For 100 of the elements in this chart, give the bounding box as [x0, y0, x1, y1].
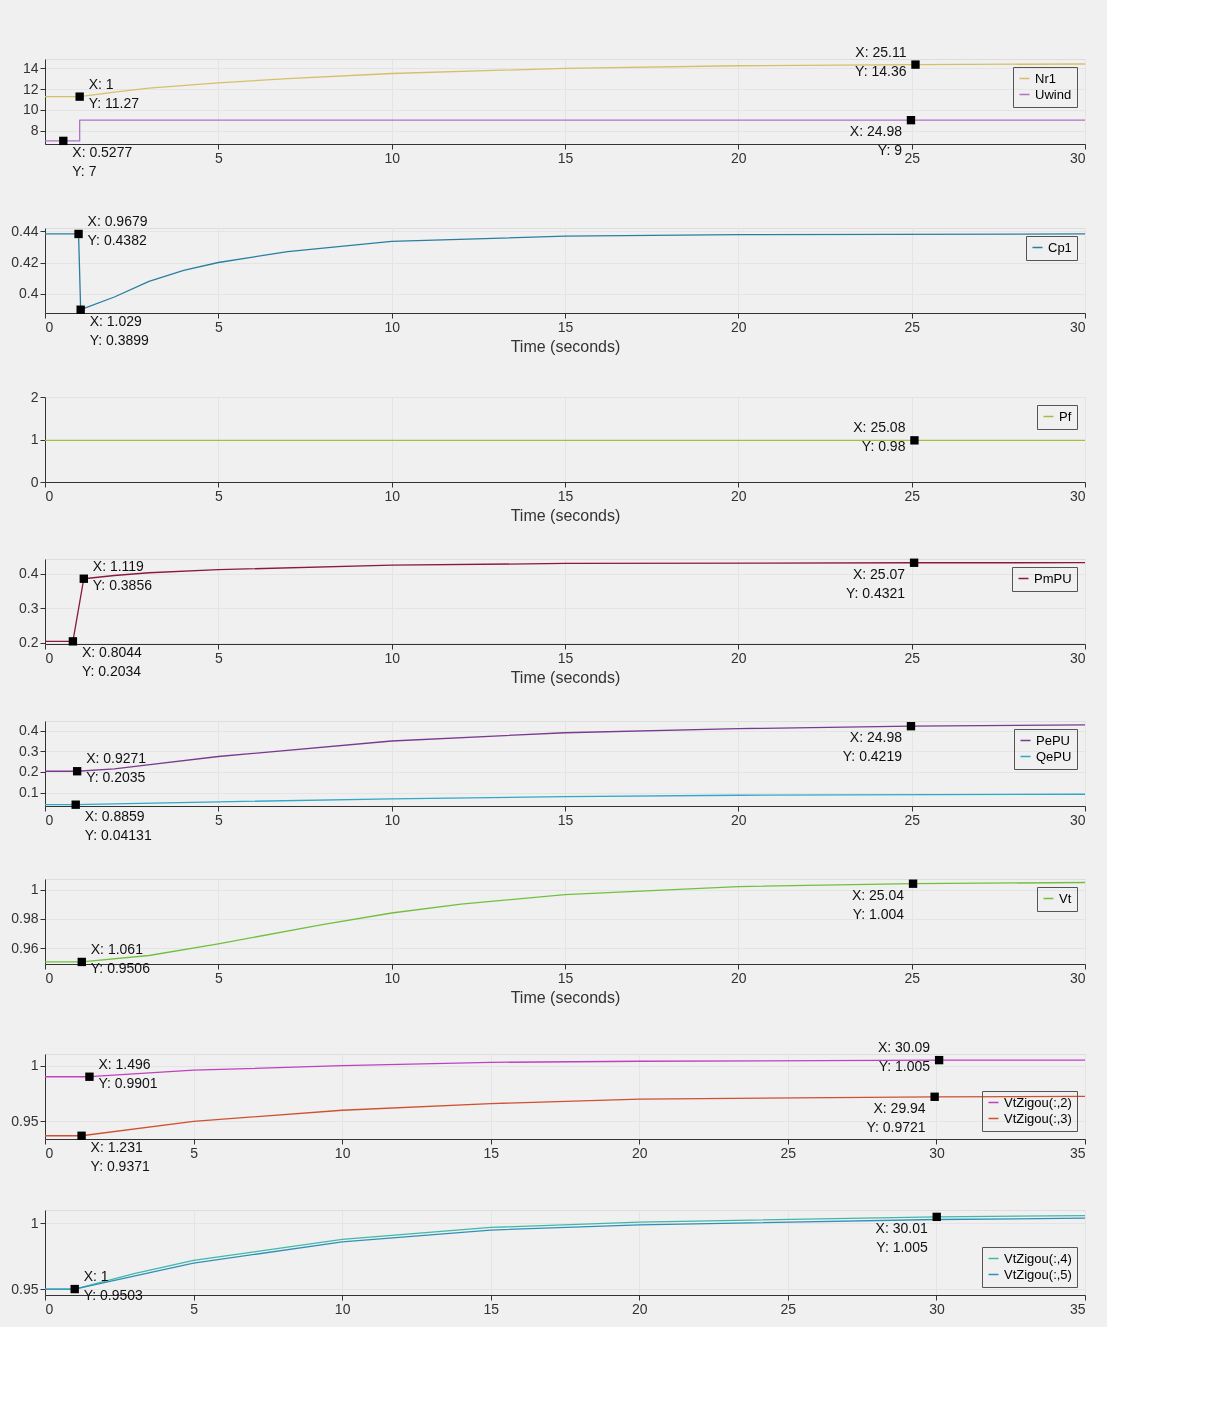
x-tick-label: 5	[214, 487, 223, 504]
x-tick-label: 25	[904, 149, 921, 166]
x-axis-title: Time (seconds)	[510, 506, 621, 524]
x-tick-label: 20	[731, 969, 747, 986]
legend-label: PePU	[1036, 732, 1070, 748]
x-tick-label: 35	[1069, 1300, 1086, 1317]
y-tick-label: 14	[22, 59, 39, 76]
y-tick-label: 12	[22, 80, 39, 97]
x-tick-label: 20	[731, 318, 747, 335]
x-tick-label: 20	[731, 487, 747, 504]
x-tick-label: 5	[214, 318, 223, 335]
x-tick-label: 25	[780, 1144, 797, 1161]
y-tick-label: 0.96	[11, 939, 39, 956]
x-tick-label: 25	[904, 969, 921, 986]
x-axis-title: Time (seconds)	[510, 668, 621, 686]
x-tick-label: 25	[780, 1300, 797, 1317]
x-tick-label: 10	[384, 969, 401, 986]
legend-label: VtZigou(:,2)	[1004, 1094, 1072, 1110]
y-tick-label: 0.2	[19, 763, 39, 780]
x-tick-label: 20	[731, 149, 747, 166]
annotation: X: 1.061 Y: 0.9506	[90, 940, 151, 976]
x-tick-label: 0	[45, 1300, 54, 1317]
legend-label: Pf	[1059, 408, 1072, 424]
annotation: X: 0.8044 Y: 0.2034	[81, 644, 143, 680]
x-tick-label: 30	[1069, 969, 1086, 986]
annotation: X: 1.029 Y: 0.3899	[89, 312, 150, 348]
y-tick-label: 8	[30, 122, 39, 139]
y-tick-label: 0.4	[19, 722, 39, 739]
y-tick-label: 1	[30, 431, 39, 447]
annotation: X: 1.231 Y: 0.9371	[90, 1138, 150, 1174]
annotation: X: 25.04 Y: 1.004	[851, 886, 905, 922]
annotation: X: 30.09 Y: 1.005	[877, 1039, 931, 1075]
legend-label: VtZigou(:,4)	[1004, 1250, 1072, 1266]
annotation: X: 24.98 Y: 0.4219	[842, 729, 903, 765]
x-tick-label: 20	[731, 811, 747, 828]
legend-label: Uwind	[1035, 86, 1072, 102]
x-tick-label: 15	[557, 487, 574, 504]
x-tick-label: 35	[1069, 1144, 1086, 1161]
x-tick-label: 15	[483, 1300, 500, 1317]
x-tick-label: 25	[904, 811, 921, 828]
x-tick-label: 30	[1069, 649, 1086, 666]
x-tick-label: 0	[45, 969, 54, 986]
x-tick-label: 15	[483, 1144, 500, 1161]
annotation: X: 25.07 Y: 0.4321	[845, 565, 906, 601]
x-tick-label: 5	[214, 149, 223, 166]
y-tick-label: 10	[22, 101, 39, 118]
x-tick-label: 20	[632, 1300, 648, 1317]
legend-label: Vt	[1059, 890, 1072, 906]
legend-label: QePU	[1036, 748, 1072, 764]
x-tick-label: 0	[45, 487, 54, 504]
x-axis-title: Time (seconds)	[510, 337, 621, 355]
annotation: X: 0.5277 Y: 7	[72, 143, 133, 179]
y-tick-label: 0.44	[11, 222, 39, 239]
y-tick-label: 0.4	[19, 285, 39, 302]
x-tick-label: 10	[384, 318, 401, 335]
x-tick-label: 0	[45, 318, 54, 335]
x-tick-label: 5	[214, 649, 223, 666]
x-tick-label: 0	[45, 811, 54, 828]
y-tick-label: 0.3	[19, 599, 39, 616]
x-tick-label: 5	[214, 811, 223, 828]
y-tick-label: 0.95	[11, 1112, 39, 1129]
x-tick-label: 10	[384, 811, 401, 828]
x-tick-label: 20	[731, 649, 747, 666]
y-tick-label: 0.3	[19, 742, 39, 759]
x-tick-label: 15	[557, 969, 574, 986]
x-tick-label: 10	[384, 649, 401, 666]
y-tick-label: 0.1	[19, 784, 39, 801]
y-tick-label: 0.42	[11, 254, 39, 270]
annotation: X: 25.11 Y: 14.36	[855, 43, 907, 79]
annotation: X: 30.01 Y: 1.005	[875, 1219, 928, 1255]
y-tick-label: 0.95	[11, 1280, 39, 1297]
legend-label: VtZigou(:,5)	[1004, 1266, 1072, 1282]
x-tick-label: 15	[557, 649, 574, 666]
y-tick-label: 1	[30, 1057, 39, 1074]
x-axis-title: Time (seconds)	[510, 988, 621, 1006]
x-tick-label: 30	[929, 1144, 945, 1161]
annotation: X: 0.8859 Y: 0.04131	[84, 807, 152, 843]
x-tick-label: 30	[929, 1300, 945, 1317]
annotation: X: 0.9271 Y: 0.2035	[86, 750, 147, 786]
x-tick-label: 30	[1069, 318, 1086, 335]
x-tick-label: 5	[190, 1300, 199, 1317]
legend-label: VtZigou(:,3)	[1004, 1110, 1072, 1126]
annotation: X: 1.119 Y: 0.3856	[92, 557, 153, 593]
x-tick-label: 30	[1069, 811, 1086, 828]
x-tick-label: 15	[557, 149, 574, 166]
annotation: X: 1.496 Y: 0.9901	[98, 1055, 158, 1091]
y-tick-label: 2	[30, 388, 39, 405]
x-tick-label: 25	[904, 487, 921, 504]
y-tick-label: 0.2	[19, 634, 39, 651]
x-tick-label: 5	[214, 969, 223, 986]
x-tick-label: 10	[334, 1300, 351, 1317]
x-tick-label: 10	[334, 1144, 351, 1161]
annotation: X: 0.9679 Y: 0.4382	[87, 212, 148, 248]
x-tick-label: 0	[45, 649, 54, 666]
annotation: X: 24.98 Y: 9	[849, 123, 903, 159]
legend-label: Cp1	[1048, 239, 1072, 255]
y-tick-label: 1	[30, 1214, 39, 1231]
x-tick-label: 0	[45, 1144, 54, 1161]
y-tick-label: 1	[30, 881, 39, 898]
x-tick-label: 20	[632, 1144, 648, 1161]
